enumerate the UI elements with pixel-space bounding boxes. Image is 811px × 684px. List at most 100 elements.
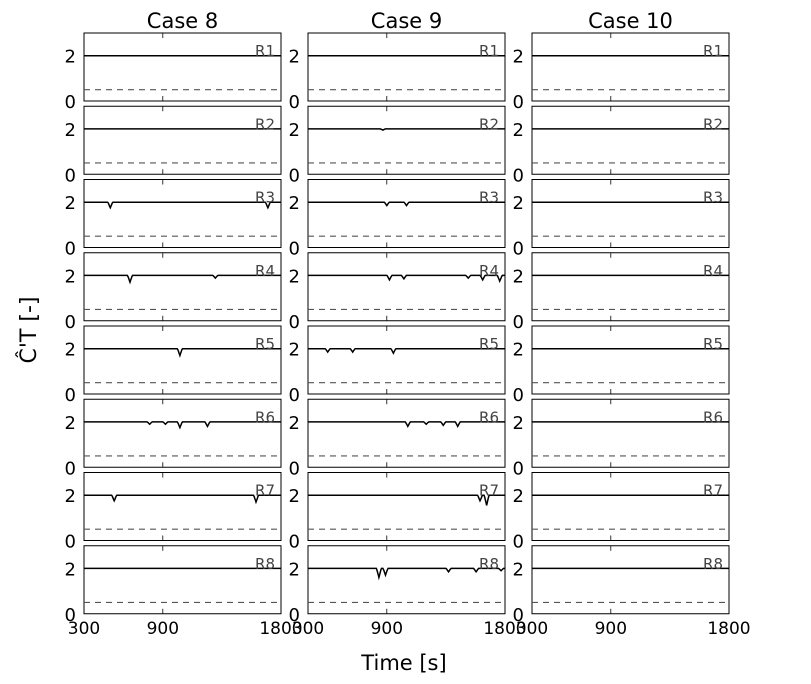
- row-label-r2: R2: [479, 115, 499, 133]
- row-label-r6: R6: [479, 408, 499, 426]
- y-tick-label-2: 2: [289, 486, 300, 507]
- y-tick-label-0: 0: [65, 92, 76, 113]
- y-tick-label-2: 2: [513, 559, 524, 580]
- row-label-r1: R1: [703, 42, 723, 60]
- panel-frame-c1-r4: [83, 252, 282, 322]
- y-tick-label-0: 0: [65, 385, 76, 406]
- y-tick-label-2: 2: [289, 193, 300, 214]
- panel-frame-c3-r3: [531, 179, 730, 248]
- y-tick-label-0: 0: [65, 312, 76, 333]
- y-tick-label-0: 0: [65, 165, 76, 186]
- column-title-1: Case 8: [147, 9, 218, 33]
- panel-frame-c3-r1: [531, 32, 730, 102]
- y-tick-label-2: 2: [65, 47, 76, 68]
- row-label-r3: R3: [255, 189, 275, 207]
- panel-frame-c1-r2: [83, 105, 282, 175]
- y-tick-label-0: 0: [65, 239, 76, 260]
- row-label-r2: R2: [703, 115, 723, 133]
- x-tick-label-300: 300: [292, 619, 324, 639]
- row-label-r4: R4: [479, 262, 499, 280]
- row-label-r5: R5: [479, 335, 499, 353]
- y-tick-label-2: 2: [65, 120, 76, 141]
- y-tick-label-2: 2: [65, 266, 76, 287]
- panel-frame-c2-r7: [307, 472, 506, 541]
- series-solid-line: [308, 201, 505, 207]
- y-tick-label-2: 2: [289, 559, 300, 580]
- y-tick-label-0: 0: [65, 458, 76, 479]
- panel-frame-c2-r2: [307, 105, 506, 175]
- row-label-r1: R1: [479, 42, 499, 60]
- column-title-2: Case 9: [371, 9, 442, 33]
- panel-frame-c3-r8: [531, 545, 730, 615]
- row-label-r3: R3: [703, 189, 723, 207]
- panel-frame-c2-r4: [307, 252, 506, 322]
- y-tick-label-0: 0: [289, 312, 300, 333]
- row-label-r7: R7: [703, 482, 723, 500]
- x-tick-label-300: 300: [516, 619, 548, 639]
- y-tick-label-0: 0: [513, 458, 524, 479]
- panel-frame-c3-r2: [531, 105, 730, 175]
- y-tick-label-0: 0: [289, 239, 300, 260]
- y-tick-label-2: 2: [513, 120, 524, 141]
- panel-frame-c2-r5: [307, 325, 506, 395]
- y-tick-label-0: 0: [289, 532, 300, 553]
- y-tick-label-0: 0: [289, 165, 300, 186]
- x-tick-label-900: 900: [371, 619, 403, 639]
- y-tick-label-2: 2: [65, 193, 76, 214]
- series-solid-line: [84, 347, 281, 358]
- row-label-r7: R7: [255, 482, 275, 500]
- x-axis-label: Time [s]: [360, 651, 446, 675]
- row-label-r4: R4: [703, 262, 723, 280]
- y-tick-label-2: 2: [65, 340, 76, 361]
- row-label-r8: R8: [255, 555, 275, 573]
- row-label-r8: R8: [703, 555, 723, 573]
- series-solid-line: [308, 567, 505, 581]
- row-label-r3: R3: [479, 189, 499, 207]
- x-tick-label-300: 300: [68, 619, 100, 639]
- series-solid-line: [84, 201, 281, 210]
- y-tick-label-2: 2: [513, 413, 524, 434]
- panel-frame-c3-r7: [531, 472, 730, 541]
- y-tick-label-0: 0: [513, 605, 524, 626]
- panel-frame-c1-r1: [83, 32, 282, 102]
- y-tick-label-2: 2: [513, 266, 524, 287]
- y-tick-label-0: 0: [513, 385, 524, 406]
- y-tick-label-0: 0: [289, 605, 300, 626]
- row-label-r8: R8: [479, 555, 499, 573]
- panel-frame-c2-r8: [307, 545, 506, 615]
- row-label-r2: R2: [255, 115, 275, 133]
- y-tick-label-2: 2: [289, 266, 300, 287]
- x-tick-label-900: 900: [147, 619, 179, 639]
- y-tick-label-0: 0: [513, 532, 524, 553]
- panel-frame-c2-r1: [307, 32, 506, 102]
- panel-frame-c1-r7: [83, 472, 282, 541]
- row-label-r6: R6: [255, 408, 275, 426]
- y-tick-label-0: 0: [289, 385, 300, 406]
- panel-frame-c3-r4: [531, 252, 730, 322]
- series-solid-line: [308, 494, 505, 506]
- y-tick-label-2: 2: [289, 340, 300, 361]
- y-tick-label-0: 0: [513, 92, 524, 113]
- y-tick-label-2: 2: [65, 486, 76, 507]
- y-tick-label-2: 2: [513, 47, 524, 68]
- y-tick-label-0: 0: [289, 458, 300, 479]
- series-solid-line: [308, 347, 505, 355]
- y-tick-label-2: 2: [65, 413, 76, 434]
- series-solid-line: [308, 421, 505, 428]
- y-tick-label-2: 2: [513, 193, 524, 214]
- panel-frame-c1-r8: [83, 545, 282, 615]
- row-label-r7: R7: [479, 482, 499, 500]
- panel-frame-c3-r5: [531, 325, 730, 395]
- x-tick-label-1800: 1800: [483, 619, 526, 639]
- row-label-r5: R5: [703, 335, 723, 353]
- y-tick-label-2: 2: [289, 47, 300, 68]
- panel-frame-c2-r6: [307, 398, 506, 468]
- y-tick-label-2: 2: [513, 340, 524, 361]
- series-solid-line: [84, 421, 281, 430]
- y-axis-label: Ĉ'T [-]: [16, 297, 42, 364]
- x-tick-label-1800: 1800: [259, 619, 302, 639]
- series-solid-line: [84, 494, 281, 505]
- row-label-r4: R4: [255, 262, 275, 280]
- y-tick-label-2: 2: [65, 559, 76, 580]
